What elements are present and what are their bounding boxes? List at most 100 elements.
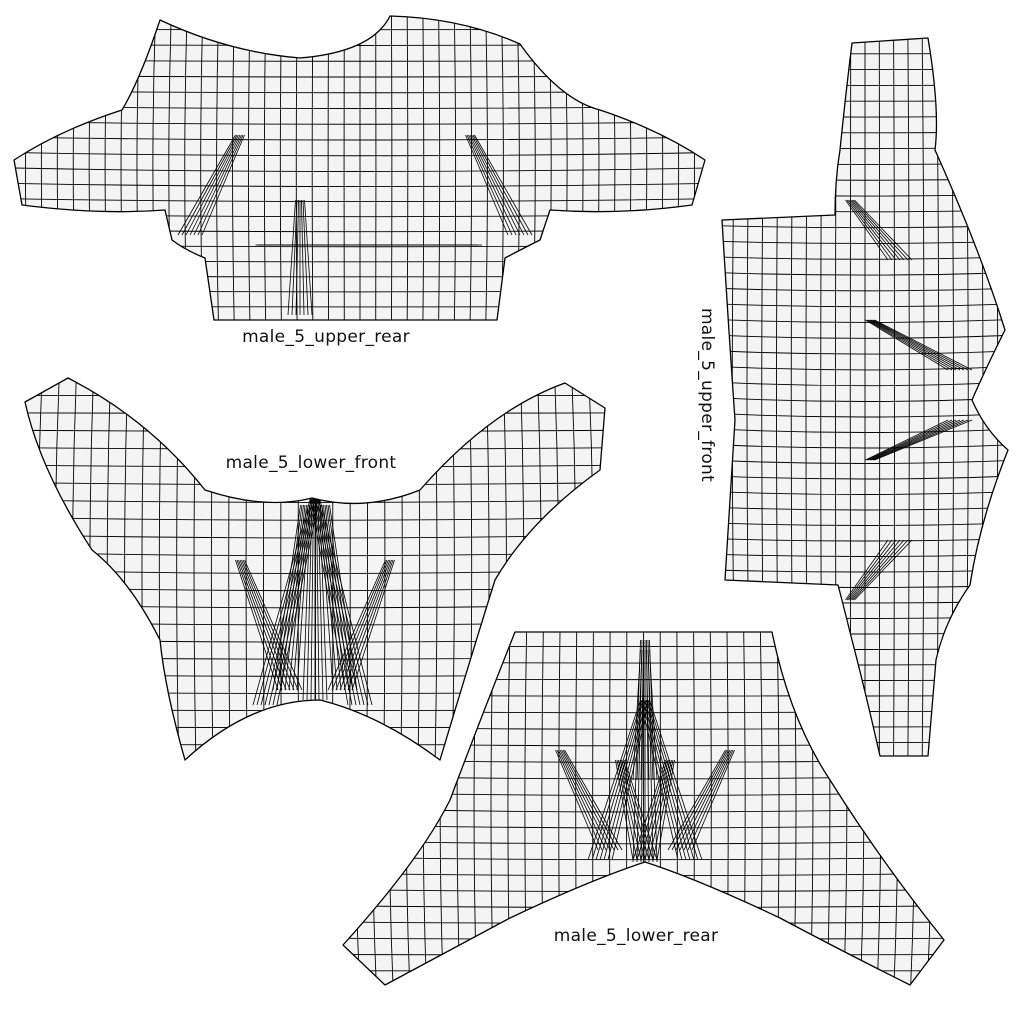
mesh-seam-line: [320, 504, 334, 691]
mesh-seam-line: [189, 134, 241, 236]
mesh-v-line: [722, 350, 1008, 355]
mesh-seam-line: [869, 319, 961, 371]
mesh-v-line: [722, 381, 1008, 387]
mesh-seam-line: [561, 749, 615, 851]
mesh-u-line: [453, 16, 457, 320]
mesh-seam-line: [564, 749, 623, 851]
mesh-seam-line: [616, 759, 638, 861]
mesh-seam-line: [647, 649, 654, 781]
mesh-seam-line: [872, 419, 969, 461]
mesh-seam-line: [667, 749, 726, 851]
mesh-seam-line: [869, 419, 961, 461]
mesh-u-line: [706, 14, 711, 322]
mesh-v-line: [722, 334, 1008, 339]
mesh-seam-line: [632, 759, 666, 861]
mesh-seam-line: [640, 759, 669, 861]
mesh-seam-line: [319, 497, 328, 701]
mesh-seam-line: [848, 539, 897, 601]
mesh-seam-line: [851, 539, 905, 601]
mesh-u-line: [280, 378, 282, 760]
mesh-seam-line: [468, 134, 517, 236]
mesh-seam-line: [465, 134, 509, 236]
mesh-seam-line: [683, 749, 732, 851]
label-upper-rear: male_5_upper_rear: [242, 327, 410, 347]
mesh-seam-line: [260, 497, 314, 706]
mesh-seam-line: [302, 199, 309, 316]
mesh-seam-line: [556, 749, 603, 851]
mesh-seam-line: [339, 559, 391, 691]
mesh-v-line: [343, 954, 944, 956]
mesh-seam-line: [236, 559, 283, 691]
mesh-seam-line: [472, 134, 529, 236]
mesh-seam-line: [872, 319, 969, 371]
mesh-seam-line: [197, 134, 244, 236]
mesh-seam-line: [641, 699, 683, 861]
mesh-seam-line: [201, 134, 245, 236]
mesh-seam-line: [866, 319, 953, 371]
mesh-v-line: [14, 198, 705, 203]
mesh-u-line: [893, 38, 895, 756]
mesh-seam-line: [671, 749, 728, 851]
mesh-seam-line: [852, 199, 909, 261]
mesh-v-line: [722, 428, 1008, 433]
mesh-seam-line: [241, 559, 295, 691]
mesh-seam-line: [646, 699, 695, 861]
mesh-seam-line: [618, 759, 642, 861]
mesh-seam-line: [331, 559, 388, 691]
mesh-seam-line: [846, 199, 893, 261]
mesh-seam-line: [304, 199, 313, 316]
mesh-seam-line: [306, 497, 313, 701]
mesh-v-line: [722, 475, 1008, 480]
mesh-v-line: [722, 522, 1008, 526]
mesh-v-line: [722, 491, 1008, 495]
mesh-v-line: [25, 429, 605, 432]
mesh-seam-line: [845, 199, 889, 261]
mesh-seam-line: [238, 559, 287, 691]
mesh-seam-line: [619, 759, 646, 861]
mesh-seam-line: [854, 539, 913, 601]
mesh-seam-line: [851, 199, 905, 261]
mesh-seam-line: [295, 199, 299, 316]
mesh-seam-line: [296, 504, 310, 691]
mesh-seam-line: [466, 134, 513, 236]
mesh-v-line: [722, 554, 1008, 557]
mesh-seam-line: [849, 539, 901, 601]
mesh-seam-line: [615, 759, 634, 861]
mesh-seam-line: [316, 497, 320, 701]
mesh-seam-line: [244, 559, 303, 691]
mesh-seam-line: [323, 504, 342, 691]
mesh-seam-line: [329, 504, 358, 691]
mesh-v-line: [14, 182, 705, 187]
mesh-seam-line: [647, 699, 699, 861]
mesh-seam-line: [321, 504, 338, 691]
mesh-u-line: [993, 38, 999, 756]
mesh-u-line: [25, 378, 26, 760]
label-upper-front: male_5_upper_front: [697, 308, 717, 482]
mesh-seam-line: [622, 759, 654, 861]
mesh-v-line: [25, 534, 605, 539]
mesh-seam-line: [687, 749, 734, 851]
mesh-seam-line: [287, 199, 296, 316]
mesh-v-line: [722, 256, 1008, 260]
mesh-u-line: [943, 632, 944, 985]
mesh-seam-line: [636, 759, 668, 861]
mesh-seam-line: [644, 699, 691, 861]
mesh-seam-line: [193, 134, 242, 236]
mesh-seam-line: [871, 319, 965, 371]
mesh-u-line: [14, 16, 15, 320]
mesh-seam-line: [288, 504, 307, 691]
mesh-v-line: [25, 517, 605, 521]
mesh-seam-line: [591, 699, 643, 861]
mesh-seam-line: [347, 559, 394, 691]
mesh-v-line: [722, 366, 1008, 371]
mesh-u-line: [438, 16, 441, 320]
mesh-seam-line: [555, 749, 599, 851]
mesh-seam-line: [268, 497, 317, 706]
mesh-seam-line: [675, 749, 729, 851]
mesh-seam-line: [607, 699, 649, 861]
mesh-seam-line: [256, 497, 313, 706]
mesh-seam-line: [235, 559, 279, 691]
mesh-u-line: [921, 38, 925, 756]
mesh-seam-line: [302, 497, 311, 701]
